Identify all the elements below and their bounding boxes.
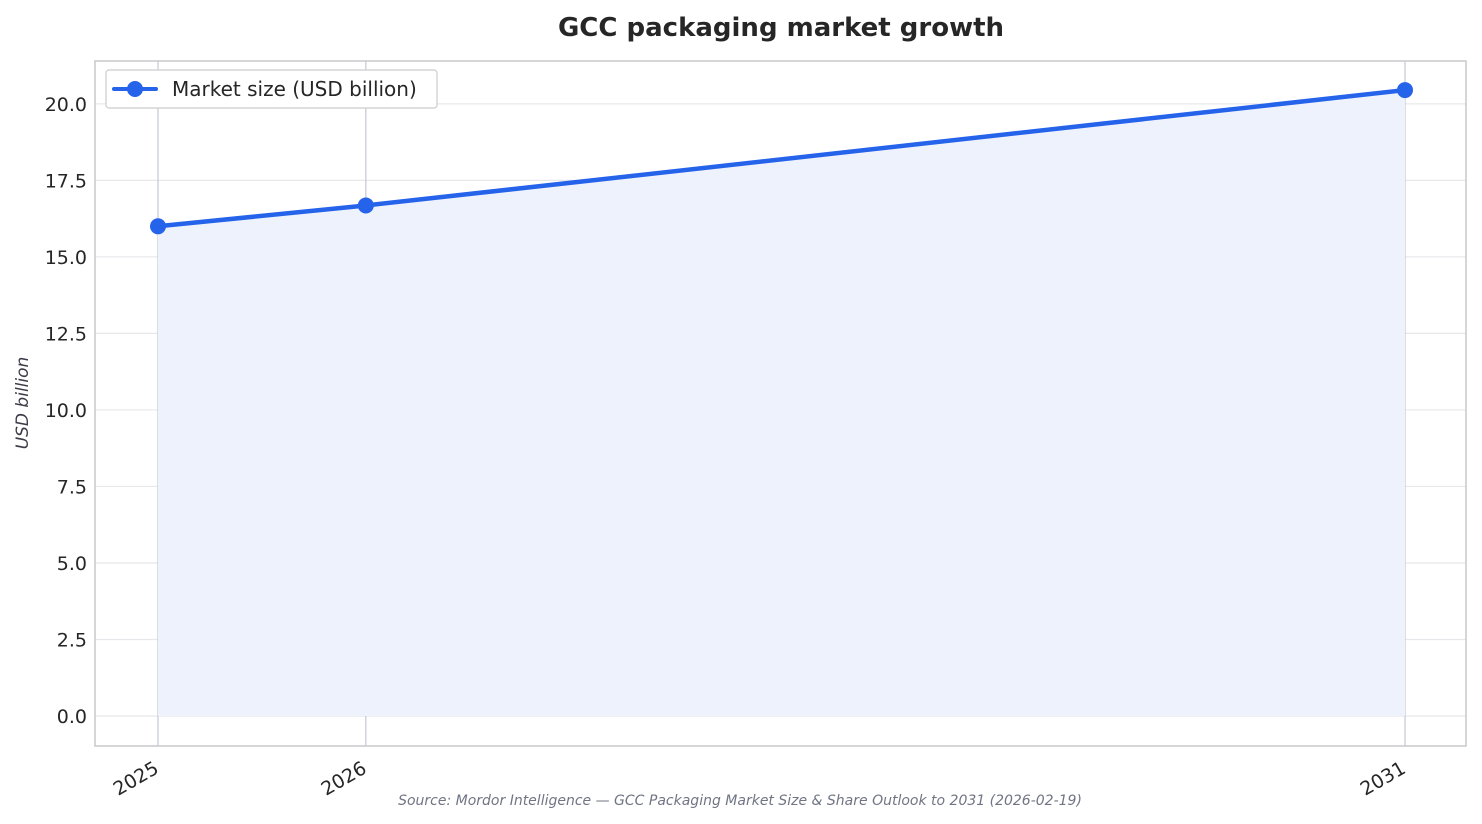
x-tick-label: 2031 <box>1357 757 1410 800</box>
plot-area <box>94 60 1467 747</box>
source-note: Source: Mordor Intelligence — GCC Packag… <box>398 793 1082 809</box>
x-tick-label: 2026 <box>317 757 370 800</box>
plot-frame <box>94 60 1467 747</box>
y-axis-ticks: 0.0 2.5 5.0 7.5 10.0 12.5 15.0 17.5 20.0 <box>45 94 87 728</box>
legend-label: Market size (USD billion) <box>172 77 417 101</box>
y-tick-label: 10.0 <box>45 400 87 422</box>
y-tick-label: 17.5 <box>45 170 87 192</box>
data-point <box>1397 82 1413 99</box>
y-axis-label: USD billion <box>13 357 33 450</box>
y-tick-label: 5.0 <box>57 553 87 575</box>
legend-box <box>105 69 438 109</box>
chart-title: GCC packaging market growth <box>558 13 1004 43</box>
y-tick-label: 15.0 <box>45 247 87 269</box>
legend: Market size (USD billion) <box>105 69 438 109</box>
area-fill-layer <box>158 90 1405 717</box>
x-tick-label: 2025 <box>110 757 163 800</box>
y-tick-label: 0.0 <box>57 706 87 728</box>
data-point <box>150 218 166 235</box>
y-tick-label: 20.0 <box>45 94 87 116</box>
data-point <box>357 197 374 214</box>
y-tick-label: 12.5 <box>45 323 87 345</box>
legend-marker-swatch <box>127 81 143 97</box>
series-area <box>158 90 1405 717</box>
y-tick-label: 2.5 <box>57 629 87 651</box>
data-points-layer <box>150 82 1413 235</box>
y-tick-label: 7.5 <box>57 476 87 498</box>
